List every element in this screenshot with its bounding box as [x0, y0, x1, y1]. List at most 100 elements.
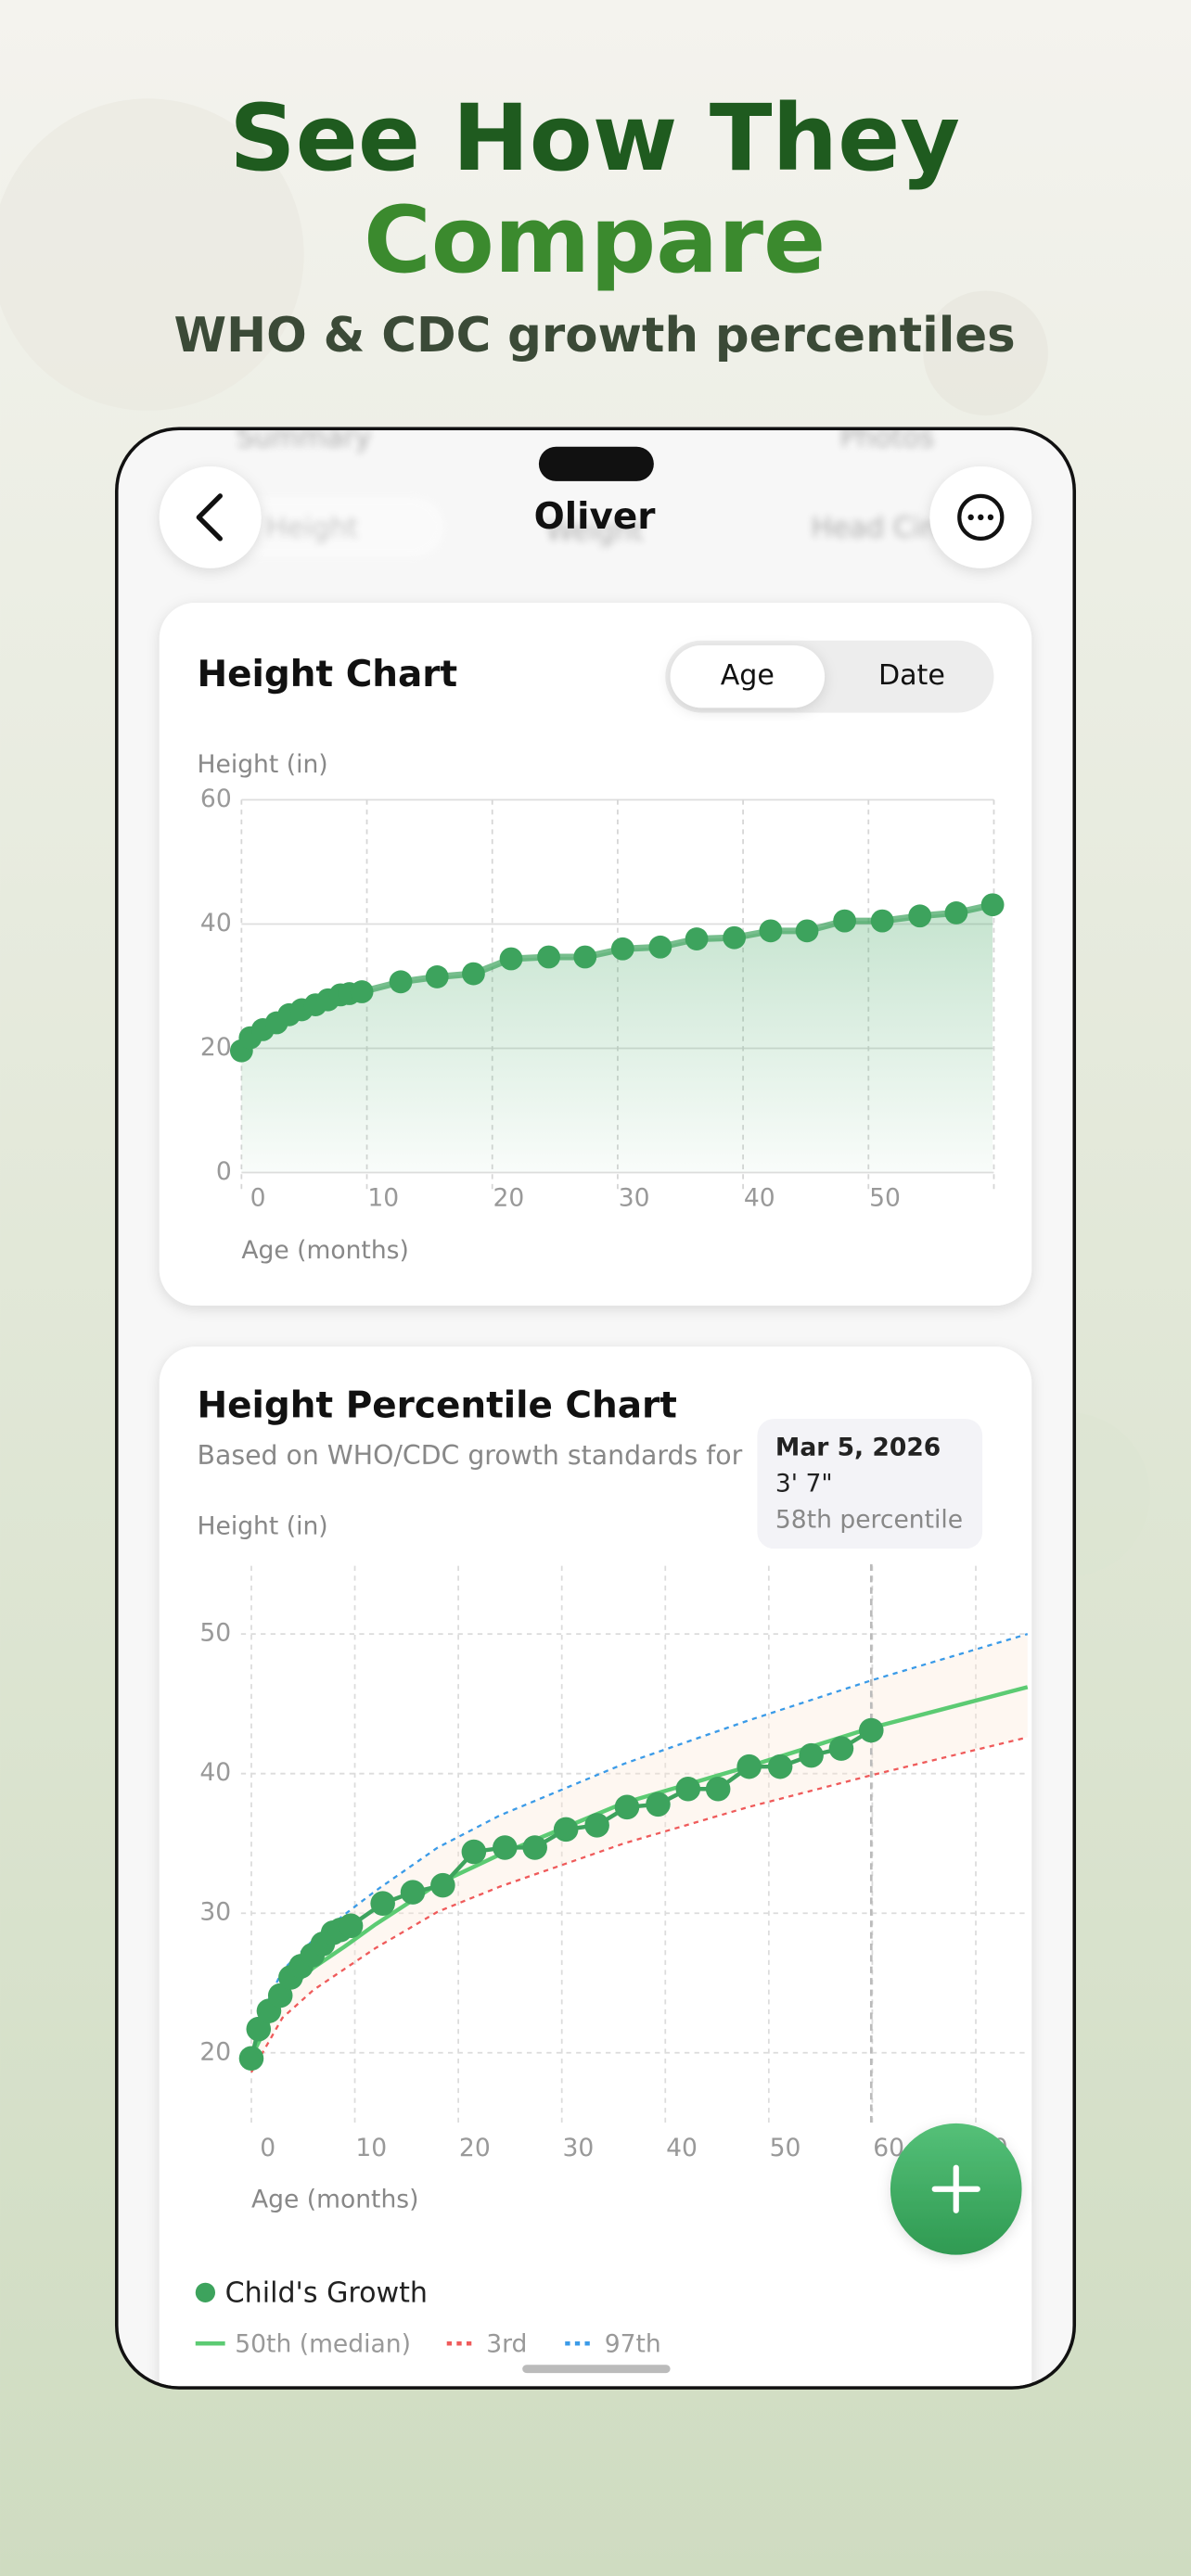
x-tick-label: 30	[563, 2134, 595, 2162]
more-icon	[957, 493, 1005, 542]
tab: Photos	[840, 421, 935, 453]
point	[944, 901, 968, 925]
tooltip	[757, 1419, 983, 1549]
more-dot	[978, 514, 984, 521]
y-tick-label: 40	[200, 909, 232, 937]
point	[799, 1742, 824, 1768]
point	[499, 947, 523, 971]
tab: Weight	[546, 515, 644, 547]
point	[246, 2016, 272, 2042]
point	[400, 1880, 426, 1905]
point	[759, 919, 783, 943]
point	[370, 1891, 395, 1916]
point	[675, 1776, 701, 1802]
point	[646, 1792, 671, 1817]
legend: Child's Growth 50th (median) 3rd 97th	[195, 2277, 661, 2358]
nav-title: Oliver	[534, 496, 657, 538]
more-dot	[987, 514, 994, 521]
card-title: Height Percentile Chart	[198, 1384, 677, 1426]
dynamic-island	[538, 446, 654, 481]
card-subtitle: Based on WHO/CDC growth standards for	[198, 1440, 743, 1471]
point	[736, 1753, 762, 1779]
y-axis-label: Height (in)	[198, 750, 328, 779]
x-tick-label: 50	[869, 1183, 901, 1212]
decor-circle	[923, 290, 1048, 416]
toggle-selected[interactable]	[670, 645, 826, 708]
point	[430, 1872, 455, 1898]
tooltip-percentile: 58th percentile	[775, 1505, 963, 1534]
back-icon	[196, 493, 223, 542]
y-axis-label: Height (in)	[198, 1512, 328, 1541]
legend-label: 3rd	[486, 2329, 527, 2358]
x-tick-label: 0	[250, 1183, 266, 1212]
tab: Summary	[237, 421, 371, 453]
legend-label: 97th	[605, 2329, 661, 2358]
point	[610, 937, 634, 961]
point	[573, 945, 597, 969]
point	[648, 935, 672, 959]
point	[705, 1776, 731, 1802]
subtitle: WHO & CDC growth percentiles	[174, 308, 1016, 363]
x-tick-label: 30	[619, 1183, 650, 1212]
tab: Head Circ	[812, 512, 947, 544]
point	[614, 1794, 640, 1820]
headline: See How They	[229, 85, 960, 192]
y-tick-label: 50	[199, 1619, 231, 1648]
height-chart: 0 20 40 60 0 10 20 30 40 50	[200, 784, 1005, 1212]
point	[553, 1817, 579, 1843]
x-tick-label: 20	[493, 1183, 525, 1212]
y-tick-label: 30	[199, 1898, 231, 1927]
tooltip-height: 3' 7"	[775, 1469, 833, 1498]
point	[767, 1753, 793, 1779]
x-tick-label: 40	[744, 1183, 775, 1212]
tab-pill	[229, 497, 444, 557]
percentile-chart: 20304050010203040506070	[199, 1563, 1029, 2162]
x-tick-label: 50	[770, 2134, 801, 2162]
point	[537, 945, 560, 969]
point	[338, 1913, 364, 1939]
phone-screen: Summary Photos Height Weight Head Circ O…	[118, 421, 1073, 2387]
toggle-option[interactable]: Age	[721, 659, 775, 692]
x-axis-label: Age (months)	[251, 2186, 419, 2214]
point	[522, 1835, 547, 1860]
point	[350, 980, 374, 1003]
y-tick-label: 0	[216, 1157, 232, 1186]
point	[833, 909, 856, 933]
x-tick-label: 10	[367, 1183, 399, 1212]
decor-circle	[0, 98, 304, 411]
point	[685, 927, 709, 950]
y-tick-label: 20	[200, 1033, 232, 1062]
point	[425, 965, 449, 988]
point	[238, 2046, 264, 2072]
y-tick-label: 20	[199, 2037, 231, 2066]
more-dot	[967, 514, 974, 521]
legend-label: Child's Growth	[225, 2277, 428, 2310]
y-tick-label: 60	[200, 784, 232, 813]
point	[870, 909, 894, 933]
point	[493, 1835, 518, 1860]
area	[241, 904, 993, 1173]
y-tick-label: 40	[199, 1758, 231, 1787]
x-tick-label: 0	[260, 2134, 275, 2162]
tab: Height	[266, 512, 359, 544]
x-axis-label: Age (months)	[241, 1236, 408, 1265]
point	[461, 1839, 487, 1865]
point	[267, 1983, 293, 2009]
x-tick-label: 10	[355, 2134, 387, 2162]
card-title: Height Chart	[198, 654, 458, 695]
toggle-option[interactable]: Date	[878, 659, 945, 692]
headline: Compare	[364, 187, 826, 294]
point	[584, 1813, 609, 1838]
point	[795, 919, 819, 943]
point	[723, 925, 747, 950]
tooltip-date: Mar 5, 2026	[775, 1434, 941, 1462]
point	[859, 1717, 884, 1743]
point	[389, 970, 413, 994]
point	[980, 893, 1005, 917]
x-tick-label: 40	[666, 2134, 698, 2162]
point	[908, 904, 932, 928]
legend-swatch	[195, 2282, 216, 2302]
point	[462, 962, 485, 986]
back-button[interactable]	[159, 465, 262, 568]
